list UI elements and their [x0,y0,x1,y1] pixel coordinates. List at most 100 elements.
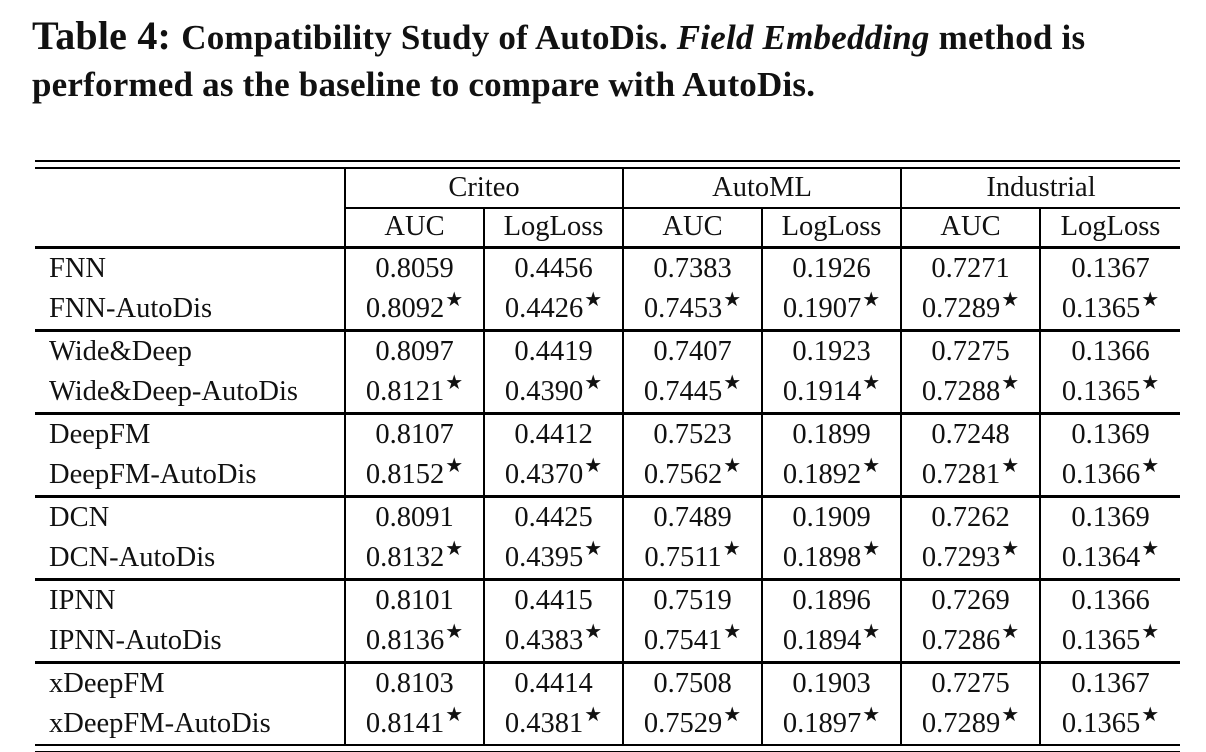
table-row: DCN 0.8091 0.4425 0.7489 0.1909 0.7262 0.1369 [35,494,1181,538]
metric-value-cell: 0.1914★ [761,371,901,413]
metric-value: 0.1367 [1071,667,1150,699]
metric-value: 0.1365 [1061,292,1141,324]
metric-value: 0.4381 [504,707,584,739]
significance-star: ★ [1141,371,1160,394]
metric-value-cell: 0.4390★ [483,371,623,413]
metric-value-cell: 0.8107 [344,411,484,455]
significance-star: ★ [584,371,603,394]
metric-value-cell: 0.7383 [622,245,762,289]
metric-value: 0.7293 [921,541,1001,573]
metric-value: 0.1366 [1071,335,1150,367]
metric-value: 0.1894 [782,624,862,656]
metric-value: 0.1926 [792,252,871,284]
significance-star: ★ [445,703,464,726]
significance-star: ★ [1001,537,1020,560]
metric-value-cell: 0.8059 [344,245,484,289]
metric-value: 0.8152 [365,458,445,490]
metric-value: 0.7281 [921,458,1001,490]
metric-value-cell: 0.1365★ [1038,703,1181,744]
metric-value: 0.1899 [792,418,871,450]
table-row: Wide&Deep 0.8097 0.4419 0.7407 0.1923 0.7275 0… [35,328,1181,372]
metric-value-cell: 0.4426★ [483,288,623,330]
significance-star: ★ [723,703,742,726]
metric-value: 0.1903 [792,667,871,699]
metric-value-cell: 0.8136★ [344,620,484,662]
metric-value: 0.1907 [782,292,862,324]
metric-value-cell: 0.4456 [483,245,623,289]
results-table: Criteo AutoML Industrial AUC LogLoss AUC… [35,168,1181,744]
metric-value-cell: 0.1896 [761,577,901,621]
metric-value: 0.8103 [375,667,454,699]
metric-header-auc: AUC [344,207,484,249]
metric-value: 0.7453 [643,292,723,324]
metric-value-cell: 0.1898★ [761,537,901,579]
metric-value-cell: 0.1367 [1038,660,1181,704]
metric-value-cell: 0.1909 [761,494,901,538]
results-table-figure: Criteo AutoML Industrial AUC LogLoss AUC… [35,159,1181,752]
metric-value: 0.7529 [643,707,723,739]
model-label-cell: FNN-AutoDis [49,292,213,324]
metric-header-auc: AUC [900,207,1040,249]
dataset-header-industrial: Industrial [899,168,1181,209]
metric-value-cell: 0.1926 [761,245,901,289]
significance-star: ★ [584,288,603,311]
significance-star: ★ [584,620,603,643]
metric-value-cell: 0.7275 [900,328,1040,372]
caption-segment: Compatibility Study of AutoDis. [181,18,677,57]
metric-value-cell: 0.1366 [1038,577,1181,621]
metric-value: 0.7562 [643,458,723,490]
significance-star: ★ [1001,703,1020,726]
metric-value-cell: 0.4415 [483,577,623,621]
metric-value-cell: 0.1899 [761,411,901,455]
metric-value: 0.8097 [375,335,454,367]
metric-value-cell: 0.4383★ [483,620,623,662]
metric-value: 0.4383 [504,624,584,656]
metric-value-cell: 0.7248 [900,411,1040,455]
metric-value: 0.4370 [504,458,584,490]
metric-value-cell: 0.1897★ [761,703,901,744]
metric-value-cell: 0.7489 [622,494,762,538]
metric-value: 0.1923 [792,335,871,367]
metric-value-cell: 0.4370★ [483,454,623,496]
metric-value: 0.1898 [782,541,862,573]
metric-value-cell: 0.7508 [622,660,762,704]
model-label-cell: IPNN-AutoDis [49,624,222,656]
metric-value: 0.1914 [782,375,862,407]
significance-star: ★ [862,537,881,560]
significance-star: ★ [862,371,881,394]
metric-value: 0.7508 [653,667,732,699]
significance-star: ★ [1141,537,1160,560]
significance-star: ★ [862,620,881,643]
table-row: DeepFM 0.8107 0.4412 0.7523 0.1899 0.7248 0.13… [35,411,1181,455]
metric-value: 0.7289 [921,707,1001,739]
model-label-cell: IPNN [35,577,345,621]
metric-header-auc: AUC [622,207,762,249]
metric-value: 0.8141 [365,707,445,739]
metric-value-cell: 0.7262 [900,494,1040,538]
metric-value-cell: 0.1365★ [1038,620,1181,662]
metric-value: 0.1909 [792,501,871,533]
caption-segment: method is performed as the baseline to c… [32,18,1086,104]
metric-value-cell: 0.7523 [622,411,762,455]
metric-value: 0.1364 [1061,541,1141,573]
metric-value-cell: 0.7289★ [900,288,1040,330]
table-caption: Table 4: Compatibility Study of AutoDis.… [32,10,1180,108]
table-top-rule [35,159,1180,169]
metric-value-cell: 0.1365★ [1038,288,1181,330]
group-header-row: Criteo AutoML Industrial [35,168,1181,249]
table-row: xDeepFM-AutoDis 0.8141★ 0.4381★ 0.7529★ 0.18… [35,703,1181,744]
metric-value-cell: 0.7529★ [622,703,762,744]
table-row: DeepFM-AutoDis 0.8152★ 0.4370★ 0.7562★ 0.189… [35,454,1181,496]
caption-segment: Table 4: [32,13,182,58]
metric-value-cell: 0.4419 [483,328,623,372]
metric-value: 0.1896 [792,584,871,616]
dataset-header-automl: AutoML [622,168,901,209]
significance-star: ★ [584,703,603,726]
metric-value: 0.1892 [782,458,862,490]
significance-star: ★ [723,371,742,394]
metric-value: 0.4415 [514,584,593,616]
metric-value-cell: 0.7286★ [900,620,1040,662]
table-row: IPNN 0.8101 0.4415 0.7519 0.1896 0.7269 0.1366 [35,577,1181,621]
table-bottom-rule [35,743,1180,752]
metric-value-cell: 0.7271 [900,245,1040,289]
